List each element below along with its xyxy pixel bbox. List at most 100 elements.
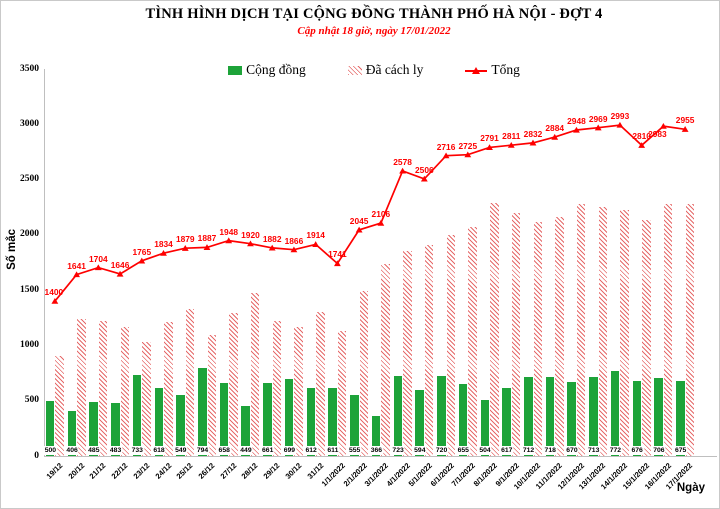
legend-label: Đã cách ly <box>365 62 424 77</box>
page-title: TÌNH HÌNH DỊCH TẠI CỘNG ĐỒNG THÀNH PHỐ H… <box>145 6 603 22</box>
community-bar <box>524 377 533 456</box>
quarantine-bar <box>55 356 64 456</box>
date-label: 24/12 <box>153 461 173 481</box>
quarantine-bar <box>403 250 412 456</box>
total-value-label: 1879 <box>175 234 195 245</box>
total-value-label: 1887 <box>197 233 217 244</box>
total-value-label: 2716 <box>436 141 456 152</box>
quarantine-bar <box>359 291 369 456</box>
line-point-marker <box>573 126 580 133</box>
community-bar <box>458 383 468 456</box>
line-point-marker <box>399 167 406 174</box>
total-value-label: 2045 <box>349 215 369 226</box>
community-value-label: 612 <box>304 445 318 455</box>
quarantine-bar <box>142 341 151 456</box>
legend-item-tong: Tổng <box>465 62 520 78</box>
community-value-label: 670 <box>565 445 579 455</box>
legend-label: Cộng đồng <box>246 62 306 77</box>
community-bar <box>415 390 424 456</box>
total-value-label: 1882 <box>262 233 282 244</box>
legend-label: Tổng <box>491 62 520 77</box>
community-bar <box>371 415 381 456</box>
y-axis-line <box>44 69 45 456</box>
community-bar <box>306 388 316 456</box>
total-value-label: 1834 <box>154 239 173 250</box>
line-point-marker <box>529 139 537 146</box>
community-bar <box>350 394 359 456</box>
line-point-marker <box>290 246 298 253</box>
line-point-marker <box>638 142 646 148</box>
line-point-marker <box>160 250 167 256</box>
y-tick-label: 3000 <box>20 118 39 129</box>
line-point-marker <box>73 271 80 278</box>
quarantine-bar <box>185 308 195 456</box>
quarantine-bar <box>533 221 542 456</box>
community-bar <box>610 370 620 456</box>
quarantine-bar <box>642 220 651 456</box>
total-value-label: 1765 <box>132 246 152 257</box>
community-value-label: 617 <box>500 445 514 455</box>
legend-item-da-cach-ly: Đã cách ly <box>347 62 424 78</box>
line-point-marker <box>486 144 493 150</box>
quarantine-bar <box>685 203 695 456</box>
quarantine-bar <box>77 319 86 456</box>
date-label: 19/12 <box>44 461 65 481</box>
line-point-marker <box>551 133 559 140</box>
date-label: 27/12 <box>218 461 239 481</box>
community-bar <box>480 400 490 456</box>
x-axis-line <box>44 456 717 457</box>
community-value-label: 661 <box>261 445 275 455</box>
line-point-marker <box>312 241 320 247</box>
community-bar <box>67 411 77 456</box>
community-bar <box>545 376 555 456</box>
community-value-label: 485 <box>87 445 101 455</box>
total-value-label: 2578 <box>393 156 412 167</box>
total-value-label: 2811 <box>502 131 521 142</box>
community-bar <box>241 406 250 456</box>
total-value-label: 2884 <box>545 123 565 134</box>
community-value-label: 555 <box>347 445 362 455</box>
line-point-marker <box>181 245 189 251</box>
line-point-marker <box>116 270 124 277</box>
quarantine-bar <box>250 293 260 456</box>
community-bar <box>437 376 446 456</box>
y-tick-label: 3500 <box>20 63 39 74</box>
community-bar <box>632 381 642 456</box>
quarantine-bar <box>598 206 608 456</box>
date-label: 29/12 <box>261 461 282 481</box>
date-label: 8/1/2022 <box>471 461 499 489</box>
quarantine-bar <box>468 227 477 456</box>
community-value-label: 675 <box>673 445 688 455</box>
quarantine-bar <box>294 326 303 456</box>
community-bar <box>132 374 142 456</box>
quarantine-bar <box>511 213 521 456</box>
total-value-label: 2983 <box>648 129 667 140</box>
community-value-label: 449 <box>239 445 253 455</box>
line-point-marker <box>334 260 341 267</box>
quarantine-bar <box>446 235 456 456</box>
date-label: 20/12 <box>66 461 86 481</box>
line-point-marker <box>268 244 276 251</box>
line-marker-icon <box>465 66 488 75</box>
community-value-label: 794 <box>195 445 210 455</box>
total-value-label: 1948 <box>219 226 239 237</box>
chart-legend: Cộng đồng Đã cách ly Tổng <box>41 62 707 78</box>
total-value-label: 2106 <box>371 209 391 220</box>
total-value-label: 1866 <box>284 235 304 246</box>
total-value-label: 2955 <box>675 115 695 126</box>
line-point-marker <box>442 152 450 159</box>
quarantine-bar <box>555 216 564 456</box>
community-value-label: 549 <box>174 445 188 455</box>
community-value-label: 712 <box>521 445 536 455</box>
quarantine-bar <box>98 321 108 456</box>
community-value-label: 611 <box>326 445 340 455</box>
total-value-label: 1400 <box>44 287 64 298</box>
community-bar <box>654 377 663 456</box>
quarantine-bar <box>272 320 282 456</box>
quarantine-bar <box>164 321 173 456</box>
y-tick-label: 1000 <box>20 339 39 350</box>
community-bar <box>176 395 185 456</box>
date-label: 22/12 <box>109 461 130 481</box>
total-value-label: 1641 <box>67 260 86 271</box>
total-value-label: 2948 <box>567 116 586 127</box>
